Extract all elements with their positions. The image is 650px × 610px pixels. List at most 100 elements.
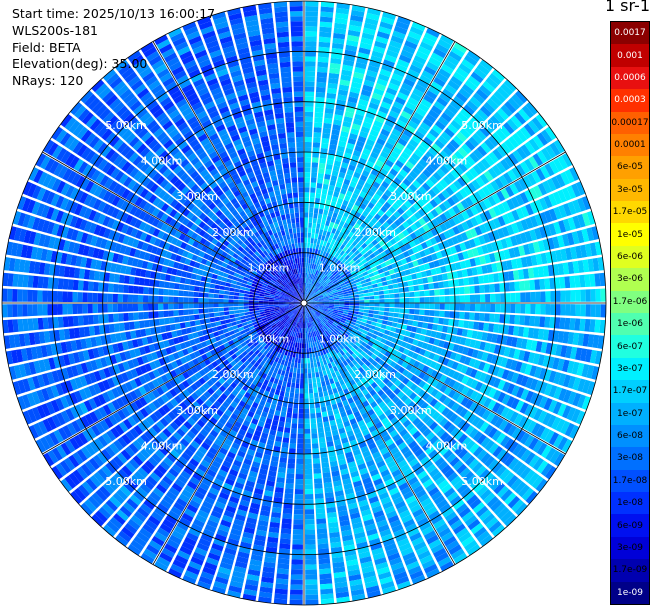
range-gate-cell bbox=[369, 299, 375, 303]
range-gate-cell bbox=[300, 333, 303, 339]
range-gate-cell bbox=[452, 225, 461, 235]
range-gate-cell bbox=[304, 358, 307, 364]
range-gate-cell bbox=[318, 255, 322, 261]
range-gate-cell bbox=[553, 139, 565, 154]
range-gate-cell bbox=[428, 316, 435, 323]
range-gate-cell bbox=[439, 288, 445, 296]
range-gate-cell bbox=[377, 172, 386, 181]
range-gate-cell bbox=[322, 467, 331, 474]
range-gate-cell bbox=[435, 251, 443, 259]
range-gate-cell bbox=[577, 214, 586, 228]
range-gate-cell bbox=[413, 238, 421, 246]
range-gate-cell bbox=[404, 308, 410, 314]
range-gate-cell bbox=[502, 213, 511, 225]
range-gate-cell bbox=[506, 211, 516, 223]
range-gate-cell bbox=[279, 543, 291, 550]
range-gate-cell bbox=[575, 289, 581, 302]
range-gate-cell bbox=[559, 276, 566, 289]
range-gate-cell bbox=[418, 217, 427, 226]
range-gate-cell bbox=[299, 398, 304, 404]
ray-layer bbox=[2, 1, 606, 605]
range-gate-cell bbox=[357, 195, 364, 203]
range-gate-cell bbox=[423, 136, 434, 146]
range-gate-cell bbox=[323, 209, 329, 216]
range-gate-cell bbox=[319, 286, 324, 291]
range-gate-cell bbox=[305, 574, 318, 580]
range-gate-cell bbox=[391, 202, 400, 211]
range-gate-cell bbox=[309, 273, 312, 279]
range-gate-cell bbox=[306, 294, 311, 300]
range-gate-cell bbox=[342, 233, 348, 240]
range-gate-cell bbox=[474, 256, 482, 266]
range-gate-cell bbox=[353, 171, 361, 179]
range-gate-cell bbox=[316, 76, 327, 83]
range-gate-cell bbox=[294, 499, 304, 505]
range-gate-cell bbox=[342, 64, 354, 72]
range-gate-cell bbox=[324, 263, 329, 270]
range-gate-cell bbox=[437, 135, 449, 146]
range-gate-cell bbox=[348, 278, 355, 283]
range-gate-cell bbox=[471, 179, 481, 190]
range-gate-cell bbox=[519, 191, 529, 204]
range-gate-cell bbox=[315, 96, 325, 103]
range-gate-cell bbox=[314, 117, 323, 123]
range-gate-cell bbox=[551, 176, 561, 190]
range-gate-cell bbox=[318, 371, 324, 377]
range-gate-cell bbox=[412, 180, 421, 189]
range-gate-cell bbox=[377, 247, 384, 254]
range-gate-cell bbox=[309, 202, 315, 208]
range-gate-cell bbox=[488, 219, 497, 231]
range-gate-cell bbox=[359, 306, 365, 310]
range-gate-cell bbox=[481, 244, 489, 255]
range-gate-cell bbox=[305, 272, 308, 278]
range-gate-cell bbox=[404, 292, 410, 298]
range-gate-cell bbox=[389, 40, 403, 49]
range-gate-cell bbox=[323, 275, 328, 281]
range-gate-cell bbox=[507, 97, 521, 111]
range-gate-cell bbox=[396, 119, 407, 129]
range-gate-cell bbox=[341, 286, 348, 291]
range-gate-cell bbox=[344, 254, 351, 261]
range-gate-cell bbox=[336, 286, 342, 291]
range-gate-cell bbox=[359, 276, 365, 282]
range-gate-cell bbox=[361, 242, 368, 249]
range-gate-cell bbox=[290, 584, 303, 590]
range-gate-cell bbox=[461, 143, 472, 155]
range-gate-cell bbox=[316, 376, 321, 383]
range-gate-cell bbox=[439, 164, 450, 175]
range-gate-cell bbox=[328, 77, 339, 85]
range-gate-cell bbox=[347, 290, 354, 294]
range-gate-cell bbox=[496, 86, 510, 100]
range-gate-cell bbox=[444, 84, 457, 95]
range-gate-cell bbox=[341, 125, 351, 133]
range-gate-cell bbox=[395, 248, 403, 255]
range-gate-cell bbox=[347, 275, 354, 280]
range-gate-cell bbox=[399, 87, 411, 97]
range-gate-cell bbox=[340, 226, 347, 234]
range-gate-cell bbox=[305, 544, 316, 550]
range-gate-cell bbox=[358, 293, 365, 297]
range-gate-cell bbox=[426, 230, 434, 239]
range-gate-cell bbox=[276, 431, 283, 438]
range-gate-cell bbox=[450, 154, 461, 165]
range-gate-cell bbox=[305, 277, 307, 283]
range-gate-cell bbox=[405, 160, 415, 170]
range-gate-cell bbox=[374, 40, 387, 49]
range-gate-cell bbox=[452, 215, 461, 225]
range-gate-cell bbox=[370, 246, 378, 253]
range-gate-cell bbox=[352, 118, 363, 126]
range-gate-cell bbox=[308, 252, 312, 259]
range-gate-cell bbox=[280, 533, 291, 540]
range-gate-cell bbox=[305, 549, 317, 555]
range-gate-cell bbox=[382, 146, 392, 155]
range-gate-cell bbox=[469, 312, 475, 321]
range-gate-cell bbox=[572, 199, 582, 214]
range-gate-cell bbox=[431, 218, 439, 227]
range-gate-cell bbox=[424, 303, 430, 310]
range-gate-cell bbox=[304, 423, 311, 429]
range-gate-cell bbox=[337, 224, 343, 232]
range-gate-cell bbox=[323, 421, 330, 428]
range-gate-cell bbox=[355, 183, 363, 191]
range-gate-cell bbox=[459, 242, 467, 251]
range-gate-cell bbox=[316, 276, 321, 282]
